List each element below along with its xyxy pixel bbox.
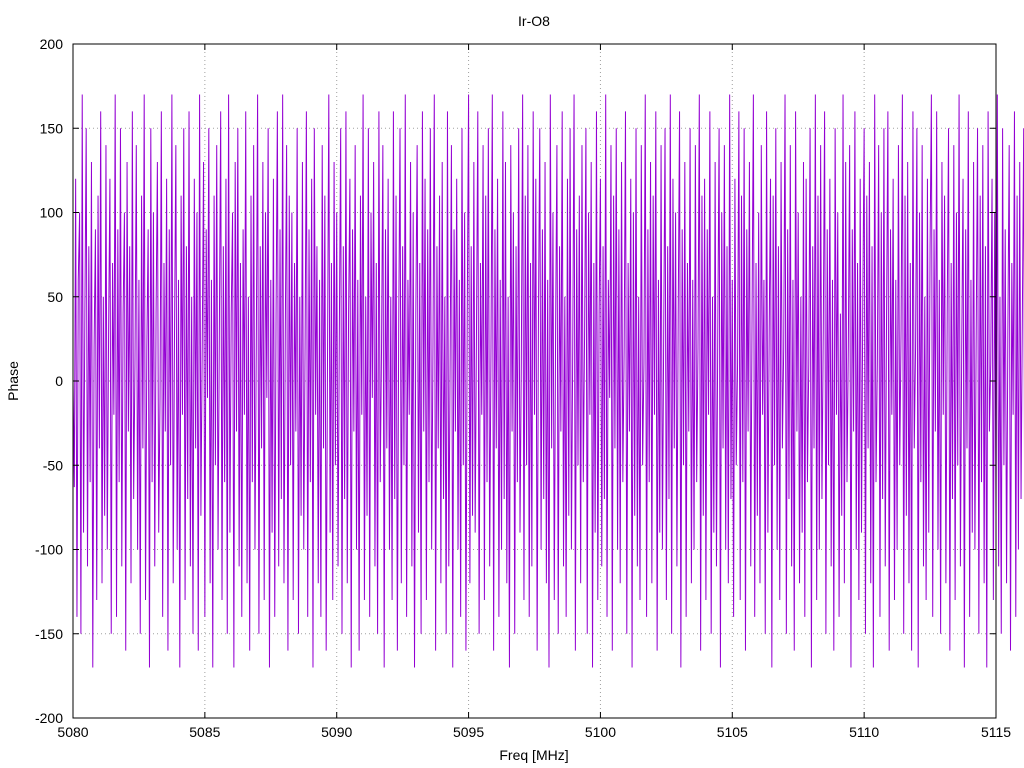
y-tick-label: 50 <box>47 289 63 305</box>
x-tick-label: 5110 <box>849 724 879 740</box>
x-tick-label: 5115 <box>981 724 1011 740</box>
y-tick-label: 100 <box>40 205 64 221</box>
x-axis-label: Freq [MHz] <box>499 747 568 763</box>
series-layer <box>72 94 1024 668</box>
y-tick-label: -150 <box>35 626 63 642</box>
x-tick-label: 5080 <box>57 724 88 740</box>
y-tick-label: -200 <box>35 710 63 726</box>
x-tick-label: 5090 <box>321 724 352 740</box>
y-tick-label: 150 <box>40 120 64 136</box>
x-tick-label: 5105 <box>717 724 748 740</box>
x-tick-label: 5085 <box>189 724 220 740</box>
x-tick-label: 5095 <box>453 724 484 740</box>
y-tick-label: -50 <box>43 457 63 473</box>
y-axis-label: Phase <box>5 361 21 401</box>
y-tick-label: 200 <box>40 36 64 52</box>
chart-title: Ir-O8 <box>518 13 550 29</box>
phase-series-line <box>72 94 1024 668</box>
y-tick-label: -100 <box>35 542 63 558</box>
tick-layer: 5080 5085 5090 5095 5100 5105 5110 5115 -200 -150… <box>35 36 1011 740</box>
y-tick-label: 0 <box>55 373 63 389</box>
x-tick-label: 5100 <box>585 724 616 740</box>
